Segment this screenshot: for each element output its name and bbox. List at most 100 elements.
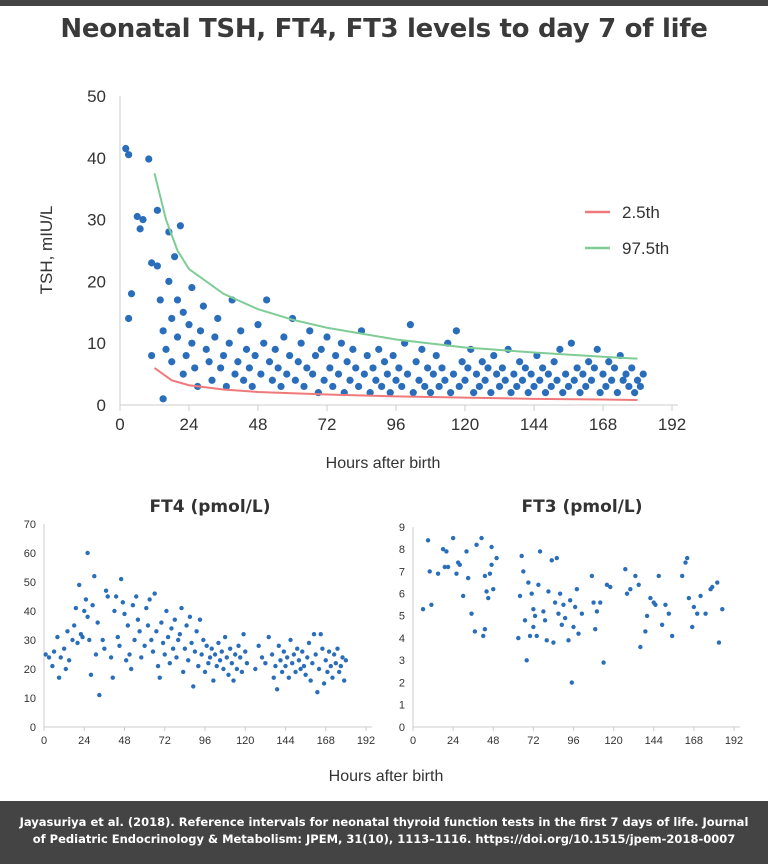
ft4-data-point (132, 637, 137, 643)
ft3-x-tick-label: 0 (410, 735, 416, 747)
tsh-data-point (599, 370, 607, 378)
ft4-x-tick-label: 120 (236, 735, 254, 747)
ft3-data-point (684, 555, 690, 561)
ft4-data-point (165, 634, 171, 640)
ft4-data-point (50, 663, 55, 669)
ft4-data-point (147, 597, 152, 602)
ft4-data-point (298, 666, 303, 672)
ft3-y-tick-label: 6 (399, 589, 405, 601)
ft4-data-point (231, 678, 236, 683)
tsh-data-point (602, 382, 610, 391)
ft3-data-point (557, 591, 563, 596)
ft4-x-tick-label: 168 (317, 735, 335, 747)
ft3-y-tick-label: 1 (399, 700, 405, 712)
tsh-data-point (470, 389, 478, 397)
tsh-data-point (631, 389, 639, 397)
tsh-data-point (530, 382, 538, 391)
ft4-data-point (77, 582, 82, 588)
tsh-data-point (297, 339, 305, 347)
ft3-data-point (562, 615, 568, 621)
ft4-data-point (224, 655, 230, 660)
ft4-data-point (331, 652, 337, 657)
ft4-data-point (325, 669, 330, 675)
ft3-data-point (546, 589, 551, 594)
ft4-data-point (56, 675, 62, 680)
tsh-data-point (173, 333, 182, 341)
tsh-data-point (564, 382, 573, 391)
tsh-data-point (418, 345, 426, 353)
tsh-data-point (127, 290, 136, 298)
ft4-data-point (315, 690, 320, 695)
tsh-data-point (424, 364, 432, 372)
ft4-y-tick-label: 40 (24, 606, 36, 618)
tsh-data-point (208, 376, 216, 384)
ft3-data-point (491, 587, 496, 592)
tsh-data-point (501, 376, 509, 384)
tsh-data-point (464, 364, 472, 372)
tsh-data-point (378, 382, 386, 391)
ft4-x-tick-label: 192 (357, 735, 375, 747)
ft4-data-point (306, 640, 312, 646)
tsh-data-point (242, 345, 251, 353)
tsh-data-point (219, 351, 228, 360)
ft4-x-tick-label: 72 (159, 735, 171, 747)
ft4-data-point (288, 637, 293, 643)
tsh-data-point (352, 364, 360, 372)
tsh-data-point (447, 389, 455, 397)
ft3-data-point (484, 589, 489, 594)
ft3-x-tick-label: 144 (645, 735, 663, 747)
ft4-data-point (103, 588, 109, 593)
ft3-data-point (720, 607, 725, 612)
ft4-data-point (71, 623, 77, 628)
ft4-y-tick-label: 20 (24, 664, 36, 676)
ft4-data-point (290, 661, 295, 666)
ft3-data-point (469, 611, 474, 616)
ft4-data-point (202, 669, 208, 675)
tsh-data-point (222, 382, 230, 391)
tsh-data-point (438, 364, 446, 372)
tsh-data-point (274, 364, 282, 372)
shared-x-axis-label: Hours after birth (329, 768, 444, 785)
tsh-data-point (277, 382, 285, 391)
ft3-data-point (450, 535, 456, 541)
tsh-data-point (332, 351, 340, 360)
ft4-data-point (216, 640, 221, 646)
tsh-data-point (251, 351, 259, 360)
tsh-x-tick-label: 96 (387, 415, 406, 434)
ft3-data-point (522, 618, 528, 623)
ft3-data-point (479, 535, 484, 541)
tsh-data-point (516, 358, 524, 366)
ft4-data-point (214, 663, 219, 669)
tsh-data-point (283, 370, 291, 378)
ft3-data-point (666, 611, 671, 616)
ft3-data-point (698, 593, 703, 599)
ft3-data-point (561, 602, 566, 607)
ft4-data-point (61, 646, 67, 651)
ft3-data-point (454, 571, 459, 576)
tsh-data-point (343, 358, 351, 366)
ft3-data-point (487, 571, 493, 576)
tsh-data-point (507, 389, 515, 397)
ft4-data-point (174, 655, 179, 660)
ft3-data-point (472, 629, 478, 634)
ft3-data-point (519, 553, 524, 559)
ft4-data-point (226, 672, 231, 677)
ft4-data-point (112, 608, 117, 614)
tsh-x-tick-label: 0 (115, 415, 124, 434)
ft4-data-point (273, 663, 278, 669)
tsh-x-tick-label: 24 (180, 415, 199, 434)
ft4-data-point (293, 669, 298, 675)
ft4-data-point (194, 629, 199, 634)
ft3-data-point (572, 604, 578, 610)
ft4-data-point (154, 629, 159, 634)
ft4-data-point (323, 658, 328, 663)
ft4-data-point (259, 655, 265, 660)
tsh-data-point (231, 370, 239, 378)
ft4-data-point (125, 623, 131, 628)
ft3-data-point (465, 575, 471, 581)
tsh-data-point (245, 364, 253, 372)
ft4-data-point (303, 672, 308, 677)
ft3-data-point (529, 591, 534, 596)
tsh-data-point (441, 376, 449, 384)
ft4-data-point (211, 678, 216, 683)
